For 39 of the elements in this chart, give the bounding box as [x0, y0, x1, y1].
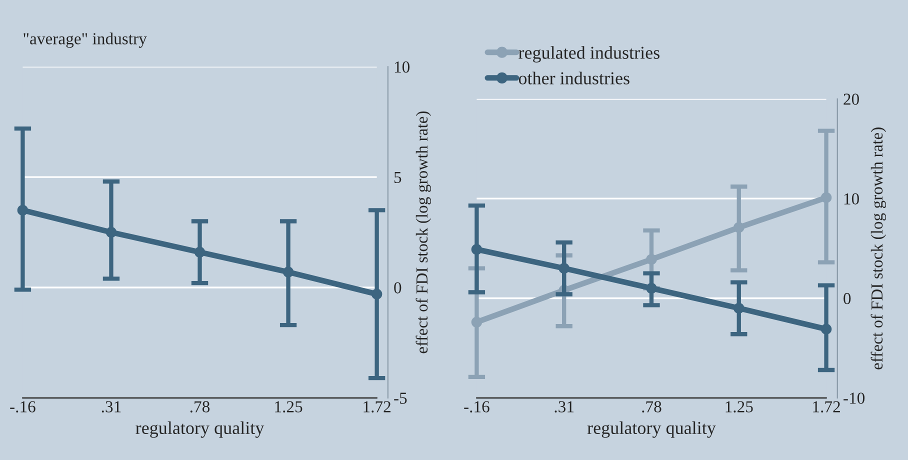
x-axis-title: regulatory quality	[136, 421, 264, 438]
point	[17, 204, 28, 216]
x-tick-label: .31	[102, 401, 121, 412]
y-tick-label: 20	[844, 94, 859, 105]
y-tick-label: 10	[394, 61, 410, 73]
point	[282, 266, 294, 278]
y-tick-label: 0	[844, 292, 851, 304]
legend-label: other industries	[518, 72, 630, 84]
point	[734, 222, 744, 233]
y-tick-label: 10	[844, 193, 859, 205]
y-tick-label: 0	[394, 282, 402, 294]
x-tick-label: 1.72	[813, 401, 840, 412]
text: "average" industry	[24, 32, 147, 48]
point	[820, 192, 832, 203]
point	[194, 246, 206, 258]
x-tick-label: .78	[190, 401, 210, 412]
point	[646, 282, 657, 294]
x-tick-label: -.16	[464, 401, 490, 412]
x-tick-label: .31	[554, 401, 574, 412]
point	[471, 244, 482, 255]
x-tick-label: 1.25	[275, 401, 302, 412]
point	[734, 302, 744, 314]
point	[646, 254, 657, 265]
legend-label: regulated industries	[518, 46, 660, 63]
y-axis-title: effect of FDI stock (log growth rate)	[870, 128, 886, 370]
x-tick-label: -.16	[10, 401, 36, 412]
y-tick-label: -10	[844, 392, 865, 404]
x-tick-label: 1.72	[364, 401, 390, 412]
point	[558, 262, 570, 274]
y-tick-label: 5	[394, 172, 402, 184]
y-tick-label: -5	[394, 392, 407, 404]
point	[820, 324, 832, 335]
point	[371, 288, 382, 300]
x-tick-label: .78	[642, 401, 662, 412]
x-axis-title: regulatory quality	[587, 421, 716, 438]
x-tick-label: 1.25	[726, 401, 753, 412]
point	[106, 226, 117, 238]
point	[471, 316, 482, 328]
y-axis-title: effect of FDI stock (log growth rate)	[416, 111, 432, 354]
